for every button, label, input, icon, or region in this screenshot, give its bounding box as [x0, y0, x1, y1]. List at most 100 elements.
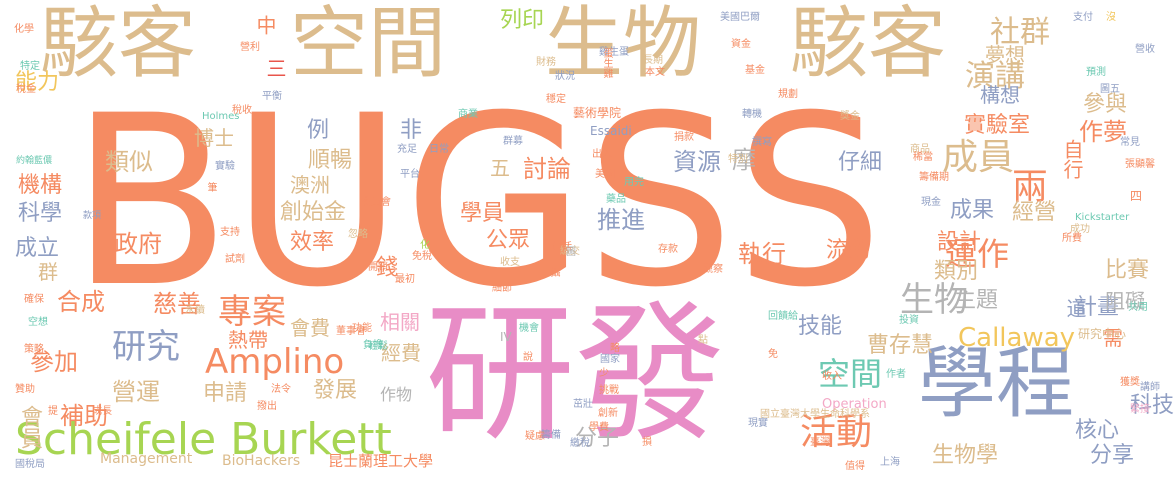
cloud-word: 設計: [937, 230, 982, 255]
cloud-word: 圖五: [1100, 84, 1120, 95]
cloud-word: 化: [420, 240, 430, 251]
cloud-word: BioHackers: [222, 453, 301, 469]
cloud-word: 博士: [194, 126, 234, 150]
cloud-word: 商業: [458, 109, 478, 120]
cloud-word: 稅金: [16, 84, 36, 95]
cloud-word: Amplino: [205, 342, 345, 382]
cloud-word: 觀察: [703, 264, 723, 275]
cloud-word: 生物: [900, 280, 968, 320]
cloud-word: 贊助: [15, 384, 35, 395]
cloud-word: 永續: [185, 305, 205, 316]
cloud-word: 損: [642, 437, 652, 448]
cloud-word: Operation: [822, 397, 887, 412]
cloud-word: 平衡: [262, 91, 282, 102]
cloud-word: 申請: [203, 381, 248, 406]
cloud-word: 學程: [918, 339, 1075, 429]
cloud-word: 實驗室: [964, 113, 1031, 138]
cloud-word: 經費: [381, 341, 421, 365]
cloud-word: 現實: [748, 418, 768, 429]
cloud-word: 空間: [818, 355, 883, 393]
cloud-word: 自行: [1060, 139, 1084, 179]
cloud-word: 本文: [645, 67, 665, 78]
cloud-word: 作者: [886, 369, 906, 380]
cloud-word: 創始金: [280, 200, 347, 225]
cloud-word: 夢想: [985, 43, 1025, 67]
cloud-word: Scheifele Burkett: [15, 414, 392, 465]
cloud-word: 空想: [28, 317, 48, 328]
cloud-word: 澳洲: [290, 173, 330, 197]
cloud-word: 回饋給: [768, 311, 798, 322]
cloud-word: 提: [48, 406, 58, 417]
cloud-word: 科學: [18, 201, 63, 226]
cloud-word: 國稅局: [15, 459, 45, 470]
cloud-word: 美國: [595, 169, 615, 180]
cloud-word: 作物: [380, 385, 413, 404]
cloud-word: 藝術學院: [573, 106, 622, 120]
cloud-word: 非: [400, 118, 423, 143]
cloud-word: 慈善: [153, 290, 201, 318]
cloud-word: 籌備期: [919, 172, 949, 183]
cloud-word: 需: [1103, 326, 1123, 350]
cloud-word: 駭客: [40, 0, 197, 89]
cloud-word: 投資: [899, 315, 919, 326]
cloud-word: 會費: [290, 316, 330, 340]
cloud-word: 規劃: [778, 89, 798, 100]
cloud-word: 運作: [945, 235, 1010, 273]
cloud-word: 資源: [673, 148, 721, 176]
cloud-word: 負擔: [363, 340, 383, 351]
cloud-word: 技能: [798, 314, 843, 339]
cloud-word: 臺灣: [810, 437, 830, 448]
cloud-word: 合成: [57, 288, 105, 316]
cloud-word: 確保: [24, 294, 44, 305]
cloud-word: 成果: [950, 198, 995, 223]
cloud-word: 獲獎: [1120, 377, 1140, 388]
cloud-word: 免: [768, 349, 778, 360]
cloud-word: 成長: [92, 406, 112, 417]
cloud-word: 茁壯: [573, 399, 593, 410]
cloud-word: 國家: [600, 354, 620, 365]
cloud-word: 開銷: [368, 262, 388, 273]
cloud-word: 最初: [395, 274, 415, 285]
cloud-word: Essaidi: [590, 124, 632, 138]
cloud-word: 錢: [372, 255, 397, 277]
cloud-word: 稅收: [232, 105, 252, 116]
cloud-word: 演講: [965, 59, 1025, 94]
cloud-word: 委員會: [361, 197, 391, 208]
cloud-word: 能力: [15, 70, 60, 95]
cloud-word: 商品: [910, 144, 930, 155]
cloud-word: 撰寫: [752, 137, 772, 148]
cloud-word: 活動: [800, 412, 873, 453]
cloud-word: 共用: [1128, 302, 1148, 313]
cloud-word: 核心: [1075, 418, 1120, 443]
cloud-word: 稀當: [913, 152, 933, 163]
cloud-word: 分子: [575, 426, 620, 451]
cloud-word: 列印: [500, 8, 545, 33]
cloud-word: 機會: [519, 323, 539, 334]
cloud-word: 收入: [822, 371, 842, 382]
cloud-word: 講師: [1140, 382, 1160, 393]
cloud-word: 構想: [980, 83, 1020, 107]
cloud-word: Kickstarter: [1075, 212, 1130, 223]
cloud-word: 沒: [1106, 12, 1116, 23]
cloud-word: 仔細: [838, 150, 883, 175]
cloud-word: 化學: [14, 24, 34, 35]
cloud-word: 忽略: [348, 229, 368, 240]
cloud-word: 支持: [220, 227, 240, 238]
cloud-word: 發展: [313, 378, 358, 403]
cloud-word: 成員: [942, 137, 1015, 178]
cloud-word: 空間: [290, 0, 447, 89]
cloud-word: 值得: [845, 461, 865, 472]
cloud-word: 略: [610, 343, 620, 354]
cloud-word: 機構: [18, 173, 63, 198]
cloud-word: 疑慮: [525, 431, 545, 442]
cloud-word: 蛋生雞: [601, 48, 612, 78]
cloud-word: 用完: [624, 177, 644, 188]
cloud-word: 長期: [643, 55, 663, 66]
cloud-word: 款項: [83, 211, 102, 221]
cloud-word: 資金: [731, 39, 751, 50]
cloud-word: 中: [253, 15, 277, 35]
cloud-word: 繳交: [560, 246, 580, 257]
cloud-word: 包括: [552, 242, 572, 253]
cloud-word: 試劑: [225, 254, 245, 265]
cloud-word: 充足: [397, 144, 417, 155]
